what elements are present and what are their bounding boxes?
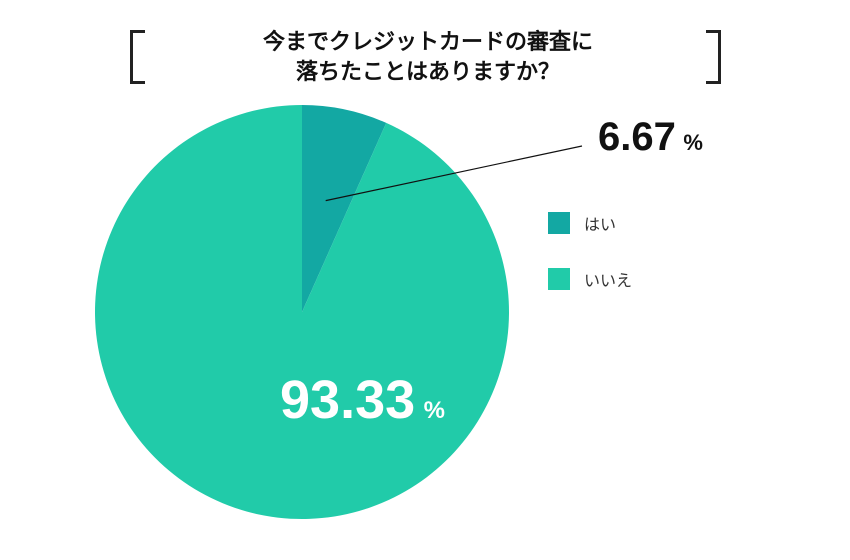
title-bracket-left <box>130 30 145 84</box>
data-label-no-value: 93.33 <box>280 370 415 430</box>
legend-label-no: いいえ <box>584 271 633 290</box>
data-label-yes-unit: % <box>683 130 703 155</box>
title-bracket-right <box>706 30 721 84</box>
pie-slice-yes <box>302 105 387 312</box>
legend-swatch-no <box>548 268 570 290</box>
leader-line-yes <box>325 145 583 202</box>
legend-label-yes: はい <box>584 215 617 234</box>
data-label-no-unit: % <box>424 397 445 424</box>
data-label-no: 93.33 % <box>280 370 445 430</box>
data-label-yes: 6.67 % <box>598 115 703 159</box>
pie-slice-no <box>95 105 509 519</box>
chart-title-line-1: 今までクレジットカードの審査に <box>262 30 593 55</box>
chart-title: 今までクレジットカードの審査に 落ちたことはありますか？ <box>150 28 706 88</box>
data-label-yes-value: 6.67 <box>598 115 676 159</box>
legend-swatch-yes <box>548 212 570 234</box>
chart-title-line-2: 落ちたことはありますか？ <box>295 60 560 85</box>
legend-item-no: いいえ <box>548 267 632 291</box>
legend-item-yes: はい <box>548 211 616 235</box>
